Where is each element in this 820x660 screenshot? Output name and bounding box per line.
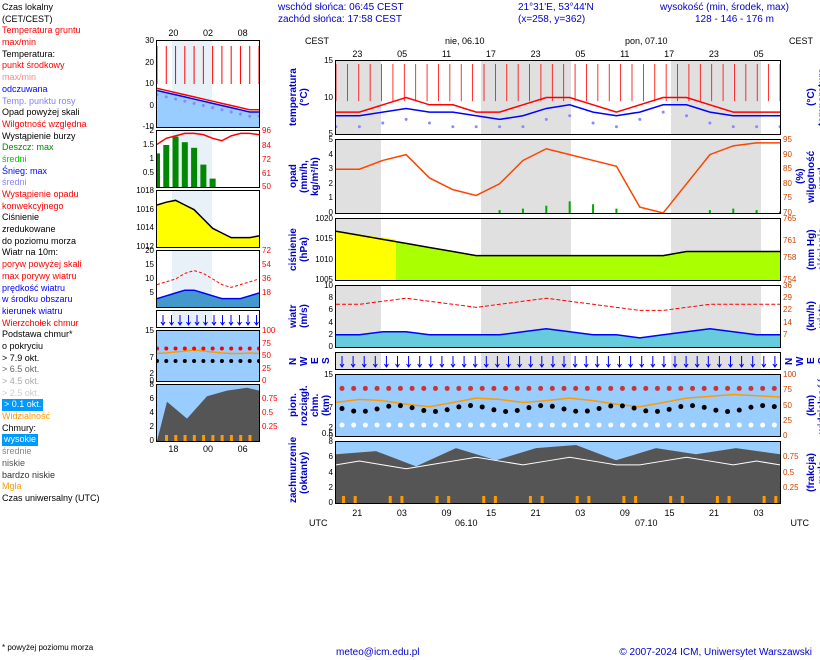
legend-item: w środku obszaru (2, 294, 156, 306)
legend-item: bardzo niskie (2, 470, 156, 482)
coords-label: 21°31'E, 53°44'N (518, 2, 594, 13)
small-chart-cloudcover: 024680.250.50.75 (156, 384, 260, 442)
legend-item: max/min (2, 72, 156, 84)
small-chart-clouds: 027150255075100 (156, 330, 260, 382)
legend-item: > 2.5 okt. (2, 388, 156, 400)
legend-item: zredukowane (2, 224, 156, 236)
xy-label: (x=258, y=362) (518, 14, 585, 25)
footer-url[interactable]: meteo@icm.edu.pl (336, 647, 420, 658)
legend-item: Podstawa chmur* (2, 329, 156, 341)
legend-item: Czas lokalny (2, 2, 156, 14)
legend-item: Wierzchołek chmur (2, 318, 156, 330)
legend-item: Czas uniwersalny (UTC) (2, 493, 156, 505)
legend-item: średni (2, 154, 156, 166)
legend-item: Widzialność (2, 411, 156, 423)
sunrise-label: wschód słońca: 06:45 CEST (278, 2, 404, 13)
legend-item: do poziomu morza (2, 236, 156, 248)
legend-item: niskie (2, 458, 156, 470)
legend-item: Chmury: (2, 423, 156, 435)
footer-copyright: © 2007-2024 ICM, Uniwersytet Warszawski (619, 647, 812, 658)
legend-item: Wilgotność względna (2, 119, 156, 131)
legend-item: Wystąpienie opadu (2, 189, 156, 201)
legend-item: prędkość wiatru (2, 283, 156, 295)
legend-panel: Czas lokalny(CET/CEST)Temperatura gruntu… (2, 2, 156, 505)
big-chart-precip: opad (mm/h, kg/m²/h)(%) wilgotność wzgl.… (335, 139, 781, 214)
legend-item: > 7.9 okt. (2, 353, 156, 365)
legend-item: odczuwana (2, 84, 156, 96)
legend-item: Temperatura gruntu (2, 25, 156, 37)
legend-item: max porywy wiatru (2, 271, 156, 283)
legend-item: średni (2, 177, 156, 189)
small-charts-column: 200208-1001020300.511.525061728496101210… (156, 28, 260, 454)
legend-item: poryw powyżej skali (2, 259, 156, 271)
big-chart-wind: wiatr (m/s)(km/h) wiatr0246810714222936 (335, 285, 781, 348)
legend-item: Wiatr na 10m: (2, 247, 156, 259)
big-chart-cloudcover: zachmurzenie (oktanty)(frakcja) mgła0246… (335, 441, 781, 504)
legend-item: Wystąpienie burzy (2, 131, 156, 143)
legend-item: > 6.5 okt. (2, 364, 156, 376)
big-chart-clouds: pion. rozciągł. chm. (km)(km) widzialnoś… (335, 374, 781, 437)
legend-item: o pokryciu (2, 341, 156, 353)
legend-item: Ciśnienie (2, 212, 156, 224)
legend-item: (CET/CEST) (2, 14, 156, 26)
legend-item: średnie (2, 446, 156, 458)
big-chart-temperature: temperatura (°C)(°C) temperatura51015 (335, 60, 781, 135)
legend-item: wysokie (2, 434, 38, 446)
legend-item: > 4.5 okt. (2, 376, 156, 388)
legend-item: Temperatura: (2, 49, 156, 61)
legend-item: max/min (2, 37, 156, 49)
sunset-label: zachód słońca: 17:58 CEST (278, 14, 402, 25)
elevation-value: 128 - 146 - 176 m (695, 14, 774, 25)
big-chart-winddir: N W E SN W E S (335, 352, 781, 370)
legend-item: konwekcyjnego (2, 201, 156, 213)
legend-item: punkt środkowy (2, 60, 156, 72)
big-charts-column: CESTnie, 06.10pon, 07.10CEST230511172305… (335, 36, 781, 530)
small-chart-wind: 510152018365472 (156, 250, 260, 308)
elevation-title: wysokość (min, środek, max) (660, 2, 789, 13)
legend-item: Mgła (2, 481, 156, 493)
small-chart-pressure: 1012101410161018 (156, 190, 260, 248)
big-chart-pressure: ciśnienie (hPa)(mm Hg) ciśnienie10051010… (335, 218, 781, 281)
legend-item: Deszcz: max (2, 142, 156, 154)
legend-item: Opad powyżej skali (2, 107, 156, 119)
legend-item: Śnieg: max (2, 166, 156, 178)
footnote: * powyżej poziomu morza (2, 643, 93, 652)
small-chart-precip: 0.511.525061728496 (156, 130, 260, 188)
legend-item: kierunek wiatru (2, 306, 156, 318)
legend-item: > 0.1 okt. (2, 399, 43, 411)
legend-item: Temp. punktu rosy (2, 96, 156, 108)
small-chart-temperature: -100102030 (156, 40, 260, 128)
small-chart-winddir (156, 310, 260, 328)
